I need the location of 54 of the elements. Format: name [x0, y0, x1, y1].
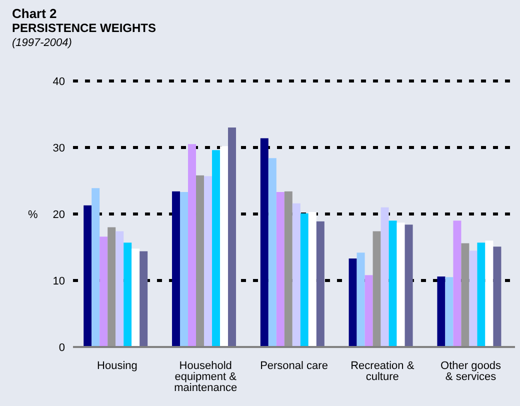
bar: [453, 220, 462, 347]
bar: [308, 212, 316, 347]
y-tick-label: 0: [58, 342, 65, 354]
bar: [116, 231, 124, 347]
bar: [356, 252, 365, 347]
bar: [204, 176, 212, 347]
bar: [477, 242, 486, 347]
chart-title: Chart 2: [12, 6, 58, 21]
bar: [124, 242, 132, 347]
bar: [461, 243, 470, 347]
bar: [388, 220, 397, 347]
bar: [300, 213, 308, 347]
bar: [188, 144, 196, 347]
bar: [469, 250, 478, 347]
bar: [493, 246, 502, 347]
bar: [260, 138, 268, 347]
bar: [180, 192, 188, 347]
bar: [196, 175, 204, 347]
bar: [364, 275, 373, 347]
bar: [372, 231, 381, 347]
bar: [348, 258, 357, 347]
bar: [404, 224, 413, 347]
bar: [140, 251, 148, 347]
bar: [445, 277, 454, 347]
x-tick-label: Housing: [97, 360, 138, 372]
y-tick-label: 40: [52, 76, 65, 88]
bar: [396, 222, 405, 347]
bar: [437, 276, 446, 347]
bar: [108, 227, 116, 347]
bar: [284, 191, 292, 347]
bar: [100, 236, 108, 347]
y-axis-title: %: [28, 208, 38, 221]
y-tick-label: 10: [52, 275, 65, 288]
chart-subtitle: PERSISTENCE WEIGHTS: [12, 21, 156, 36]
y-tick-label: 30: [52, 142, 65, 154]
x-tick-label: Recreation & culture: [350, 360, 415, 383]
bar: [212, 150, 220, 347]
bar: [84, 205, 92, 347]
bar: [132, 248, 140, 347]
x-tick-label: Other goods & services: [440, 360, 502, 383]
bar: [92, 188, 100, 347]
x-tick-label: Personal care: [260, 360, 328, 372]
bar: [220, 146, 228, 347]
bar: [276, 192, 284, 347]
bar: [380, 207, 389, 347]
bar: [228, 128, 236, 347]
x-tick-label: Household equipment & maintenance: [174, 360, 238, 394]
bar: [172, 191, 180, 347]
bar: [485, 240, 494, 347]
text: (1997-2004): [12, 36, 73, 51]
bar: [268, 158, 276, 347]
bar: [316, 221, 324, 347]
y-tick-label: 20: [52, 208, 65, 221]
bar: [292, 203, 300, 347]
